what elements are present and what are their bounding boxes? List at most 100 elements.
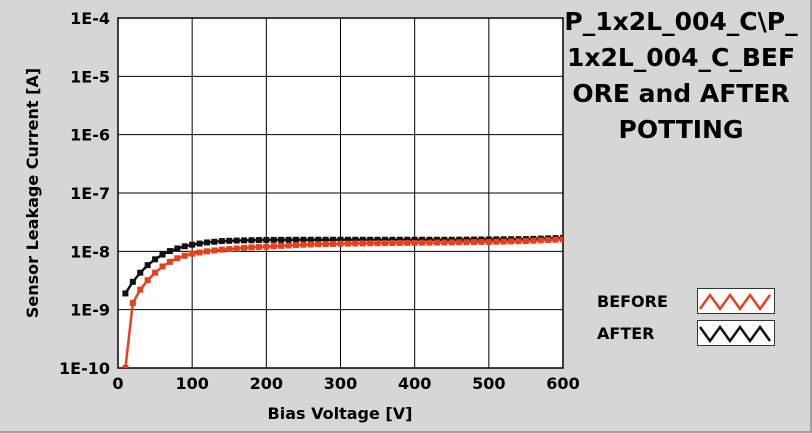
legend: BEFORE AFTER [587,284,779,348]
series-point-before [389,240,396,247]
series-point-before [337,240,344,247]
series-point-after [411,236,418,243]
series-point-before [485,238,492,245]
series-point-before [248,244,255,251]
series-point-before [359,240,366,247]
series-point-after [137,269,144,276]
plot-border [117,17,564,369]
series-point-before [382,240,388,247]
series-point-after [241,237,248,244]
series-point-before [181,252,188,259]
series-point-after [344,236,351,243]
series-point-after [382,236,388,243]
series-point-after [278,236,285,243]
series-point-before [374,240,381,247]
series-point-before [352,240,359,247]
series-point-before [419,239,426,246]
series-point-before [218,246,225,253]
series-point-after [293,236,299,243]
legend-line-after [698,324,772,344]
series-point-after [166,248,173,255]
series-point-before [293,242,299,249]
series-point-before [241,244,248,251]
series-point-after [204,239,210,246]
series-point-before [204,248,210,255]
series-point-before [515,238,522,245]
series-point-before [144,277,151,284]
series-point-after [300,236,307,243]
x-tick-label: 100 [175,374,208,393]
series-point-before [471,239,477,246]
series-point-before [330,240,337,247]
chart-title: P_1x2L_004_C\P_1x2L_004_C_BEFORE and AFT… [564,7,798,144]
series-point-before [552,236,559,243]
x-tick-label: 200 [250,374,283,393]
series-point-after [226,237,233,244]
y-tick-label: 1E-5 [70,67,110,86]
series-point-after [181,243,188,250]
y-tick-label: 1E-7 [70,184,110,203]
series-point-before [545,237,552,244]
series-point-after [374,236,381,243]
series-point-after [129,278,136,285]
legend-item-after: AFTER [587,318,779,348]
series-point-after [322,236,329,243]
series-point-before [411,239,418,246]
series-point-after [196,240,203,247]
series-point-before [560,236,563,243]
series-point-before [426,239,433,246]
y-tick-label: 1E-8 [70,242,110,261]
legend-swatch-before [697,288,775,314]
series-point-before [270,243,277,250]
series-point-after [307,236,314,243]
series-point-after [270,236,277,243]
series-point-before [433,239,440,246]
series-point-before [522,238,529,245]
series-point-after [218,238,225,245]
legend-swatch-after [697,320,775,346]
series-point-after [396,236,403,243]
series-point-after [255,237,262,244]
series-point-before [493,238,500,245]
series-point-before [448,239,455,246]
series-point-before [500,238,507,245]
series-point-after [285,236,292,243]
series-point-before [478,239,485,246]
series-point-after [389,236,396,243]
series-point-before [189,250,196,257]
series-point-after [144,262,151,269]
series-point-before [508,238,515,245]
series-point-after [404,236,411,243]
series-point-before [344,240,351,247]
y-tick-label: 1E-10 [59,359,110,378]
series-point-before [537,237,544,244]
series-point-before [211,247,218,254]
series-point-after [233,237,240,244]
series-point-after [248,237,255,244]
series-point-before [174,255,181,262]
series-point-after [152,256,159,263]
series-point-before [226,246,233,253]
legend-label-before: BEFORE [597,292,668,311]
series-point-after [330,236,337,243]
y-tick-label: 1E-6 [70,126,110,145]
series-point-before [285,242,292,249]
series-point-before [263,243,270,250]
series-point-before [396,239,403,246]
series-point-before [196,249,203,256]
series-point-before [129,300,136,307]
series-point-after [122,290,129,297]
series-point-after [159,251,166,258]
series-point-before [456,239,463,246]
legend-line-before [698,292,772,312]
series-point-before [322,241,329,248]
series-point-before [122,365,129,368]
series-point-before [441,239,448,246]
series-point-before [233,245,240,252]
legend-label-after: AFTER [597,324,655,343]
x-tick-label: 0 [112,374,123,393]
series-point-after [189,241,196,248]
series-point-before [159,263,166,270]
series-point-before [300,241,307,248]
